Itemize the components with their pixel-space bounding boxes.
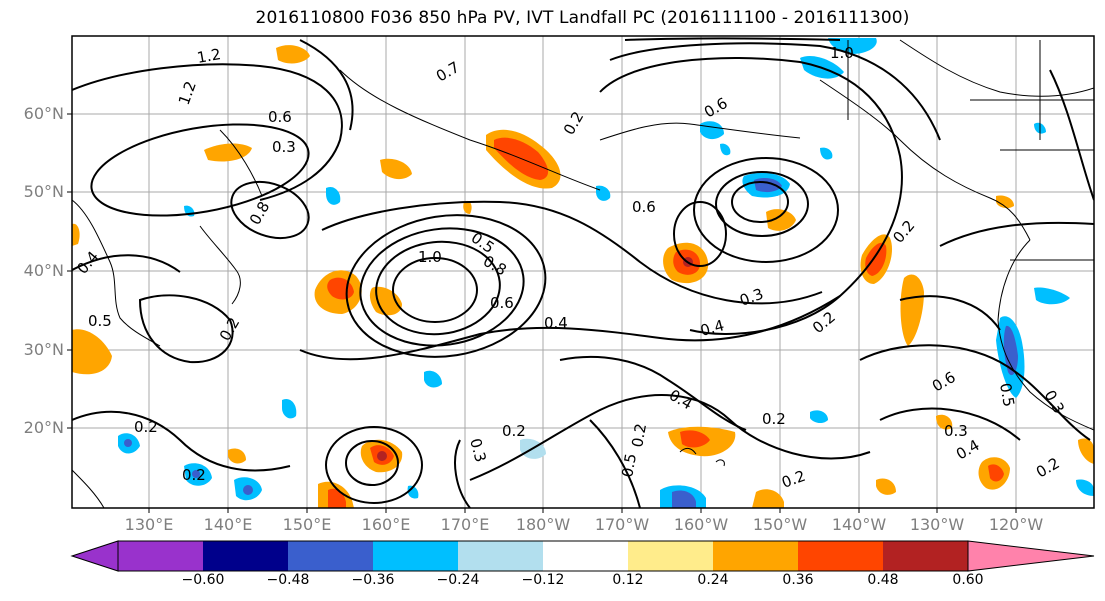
contour-label: 0.3 xyxy=(944,422,968,440)
lon-label: 160°W xyxy=(673,515,729,534)
negative-anomaly-patch xyxy=(1003,325,1018,376)
colorbar-tick-label: 0.36 xyxy=(782,572,814,588)
colorbar-tick-label: −0.36 xyxy=(351,572,395,588)
lon-label: 160°E xyxy=(361,515,411,534)
lon-label: 170°E xyxy=(440,515,490,534)
pv-contours xyxy=(72,37,1094,508)
colorbar-bin xyxy=(118,541,203,571)
lat-label: 30°N xyxy=(23,340,64,359)
negative-anomaly-patch xyxy=(720,143,731,156)
lat-label: 60°N xyxy=(23,104,64,123)
colorbar-tick-label: 0.48 xyxy=(867,572,899,588)
map-frame xyxy=(71,35,1095,509)
colorbar-bin xyxy=(713,541,798,571)
colorbar-bin xyxy=(543,541,628,571)
colorbar-tick-label: −0.60 xyxy=(181,572,225,588)
positive-anomaly-patch xyxy=(72,329,112,375)
contour-label: 0.6 xyxy=(268,108,292,126)
contour-label: 0.2 xyxy=(134,418,158,436)
positive-anomaly-patch xyxy=(900,274,924,346)
positive-anomaly-patch xyxy=(876,478,896,495)
positive-anomaly-patch xyxy=(204,143,252,162)
axis-ticks xyxy=(67,113,1017,513)
negative-anomaly-patch xyxy=(282,398,297,419)
lon-label: 170°W xyxy=(594,515,650,534)
negative-anomaly-core xyxy=(192,470,200,478)
positive-anomaly-patch xyxy=(228,448,246,464)
map-title: 2016110800 F036 850 hPa PV, IVT Landfall… xyxy=(255,8,910,28)
negative-anomaly-patch xyxy=(1076,479,1094,496)
colorbar-min-extension xyxy=(70,540,119,572)
positive-anomaly-patch xyxy=(865,242,887,276)
lon-label: 140°W xyxy=(831,515,887,534)
contour-label: 1.0 xyxy=(830,44,854,62)
contour-label: 0.4 xyxy=(544,314,568,332)
contour-label: 0.2 xyxy=(502,422,526,440)
lon-label: 150°W xyxy=(752,515,808,534)
contour-label: 1.2 xyxy=(196,45,223,67)
contour-label: 0.3 xyxy=(466,436,490,464)
contour-label: 0.5 xyxy=(88,312,112,330)
contour-label: 0.2 xyxy=(628,422,650,449)
colorbar-bin xyxy=(288,541,373,571)
positive-anomaly-patch xyxy=(766,209,796,231)
lon-label: 180°W xyxy=(515,515,571,534)
positive-anomaly-patch xyxy=(936,414,953,430)
negative-anomaly-patch xyxy=(1034,287,1070,305)
positive-anomaly-patch xyxy=(463,200,472,214)
colorbar-tick-label: 0.60 xyxy=(952,572,984,588)
positive-anomaly-patch xyxy=(1078,438,1094,464)
contour-label: 1.0 xyxy=(418,248,442,266)
coastlines xyxy=(72,39,1094,508)
lon-label: 140°E xyxy=(203,515,253,534)
lon-label: 130°W xyxy=(909,515,965,534)
colorbar-bin xyxy=(458,541,543,571)
colorbar-max-extension xyxy=(967,540,1095,572)
lat-label: 50°N xyxy=(23,182,64,201)
colorbar-bin xyxy=(203,541,288,571)
colorbar-bin xyxy=(798,541,883,571)
contour-label: 0.6 xyxy=(490,294,514,312)
colorbar-bin xyxy=(373,541,458,571)
contour-label: 0.3 xyxy=(272,138,296,156)
lat-label: 40°N xyxy=(23,261,64,280)
lon-label: 150°E xyxy=(282,515,332,534)
lon-label: 120°W xyxy=(988,515,1044,534)
graticule xyxy=(72,36,1094,508)
positive-anomaly-patch xyxy=(276,45,310,64)
colorbar-tick-label: −0.12 xyxy=(521,572,565,588)
contour-label: 0.2 xyxy=(182,466,206,484)
contour-label: 0.5 xyxy=(618,452,640,479)
positive-anomaly-core xyxy=(377,451,387,461)
positive-anomaly-patch xyxy=(988,464,1004,482)
colorbar-frame xyxy=(117,540,969,572)
colorbar-tick-label: 0.12 xyxy=(612,572,644,588)
positive-anomaly-patch xyxy=(752,489,784,508)
positive-anomaly-patch xyxy=(680,430,710,448)
lon-label: 130°E xyxy=(124,515,174,534)
colorbar-bin xyxy=(628,541,713,571)
contour-label: 0.6 xyxy=(632,198,656,216)
colorbar-tick-label: −0.24 xyxy=(436,572,480,588)
contour-label: 0.2 xyxy=(762,410,786,428)
positive-anomaly-patch xyxy=(380,158,412,180)
colorbar-tick-label: 0.24 xyxy=(697,572,729,588)
lat-label: 20°N xyxy=(23,418,64,437)
colorbar-bin xyxy=(883,541,968,571)
colorbar-tick-label: −0.48 xyxy=(266,572,310,588)
negative-anomaly-core xyxy=(124,439,132,447)
negative-anomaly-patch xyxy=(424,370,442,388)
positive-anomaly-patch xyxy=(996,195,1014,209)
colorbar xyxy=(70,540,1095,572)
negative-anomaly-patch xyxy=(810,410,828,424)
negative-anomaly-patch xyxy=(820,147,833,160)
negative-anomaly-patch xyxy=(672,490,696,508)
negative-anomaly-patch xyxy=(326,186,341,205)
positive-anomaly-patch xyxy=(72,223,80,246)
contour-label: 0.4 xyxy=(698,316,726,340)
contour-label: 0.5 xyxy=(996,382,1018,409)
negative-anomaly-core xyxy=(243,485,253,495)
